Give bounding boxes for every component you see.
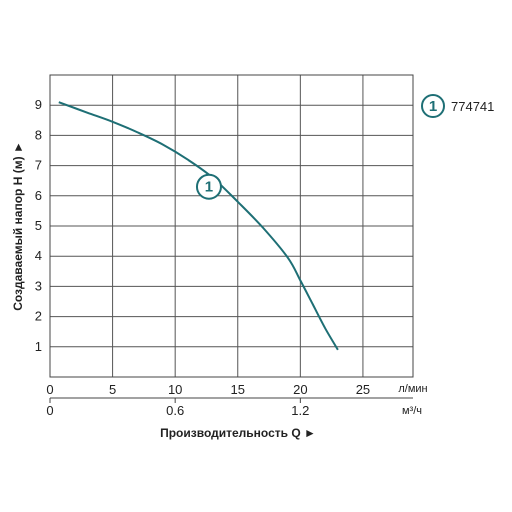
grid (50, 75, 413, 377)
x-axis-unit-secondary: м³/ч (402, 405, 422, 417)
x-tick-label: 0 (46, 382, 53, 397)
y-tick-label: 7 (35, 158, 42, 173)
y-tick-label: 3 (35, 278, 42, 293)
x2-tick-label: 1.2 (291, 403, 309, 418)
x-tick-label: 15 (231, 382, 245, 397)
series-line-774741 (58, 101, 339, 351)
legend-entry-label: 774741 (451, 99, 494, 114)
plot-frame (49, 74, 414, 378)
legend-marker-circle (421, 94, 445, 118)
y-tick-label: 9 (35, 97, 42, 112)
x-axis-unit-primary: л/мин (398, 383, 427, 395)
y-tick-label: 5 (35, 218, 42, 233)
series-marker: 1 (195, 173, 222, 200)
x-axis-title: Производительность Q ► (160, 426, 316, 440)
series-marker-label: 1 (205, 179, 213, 196)
y-tick-label: 2 (35, 309, 42, 324)
x2-tick-label: 0 (46, 403, 53, 418)
x-tick-label: 10 (168, 382, 182, 397)
x-tick-label: 20 (293, 382, 307, 397)
x-tick-labels-primary: 0 5 10 15 20 25 (46, 382, 370, 397)
legend-marker-label: 1 (429, 98, 437, 115)
y-tick-label: 8 (35, 127, 42, 142)
y-tick-label: 1 (35, 339, 42, 354)
legend: 1 774741 (421, 94, 494, 118)
y-tick-label: 6 (35, 188, 42, 203)
x-tick-label: 5 (109, 382, 116, 397)
x2-tick-label: 0.6 (166, 403, 184, 418)
series-marker-circle (195, 173, 222, 200)
y-tick-labels: 1 2 3 4 5 6 7 8 9 (35, 97, 42, 354)
y-axis-title: Создаваемый напор H (м) ► (11, 141, 25, 311)
y-tick-label: 4 (35, 248, 42, 263)
x-axis-secondary: 0 0.6 1.2 (46, 397, 413, 418)
x-tick-label: 25 (356, 382, 370, 397)
